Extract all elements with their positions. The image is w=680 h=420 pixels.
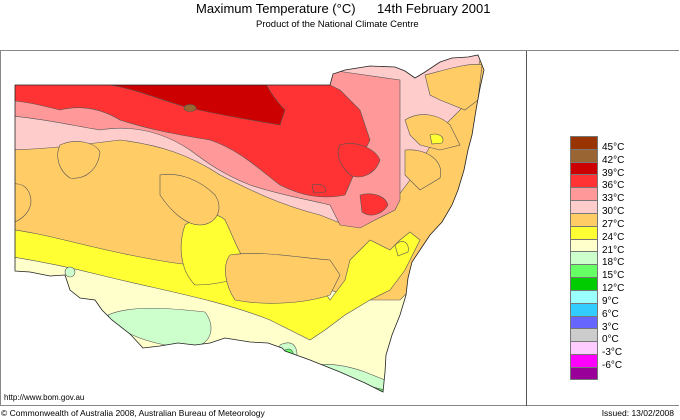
legend-divider — [526, 51, 527, 406]
legend-label: 6°C — [602, 308, 619, 320]
copyright-notice: © Commonwealth of Australia 2008, Austra… — [1, 408, 265, 418]
map-frame — [0, 50, 679, 406]
legend-color-scale — [570, 136, 598, 380]
legend-label: 39°C — [602, 167, 625, 179]
legend-swatch — [570, 289, 598, 303]
map-subtitle: Product of the National Climate Centre — [256, 19, 419, 30]
legend-swatch — [570, 212, 598, 226]
legend-swatch — [570, 315, 598, 329]
legend-swatch — [570, 277, 598, 290]
legend-swatch — [570, 161, 598, 175]
map-title: Maximum Temperature (°C) — [196, 1, 356, 16]
legend-label: 0°C — [602, 334, 619, 346]
legend-label: 42°C — [602, 154, 625, 166]
legend-swatch — [570, 174, 598, 188]
legend-swatch — [570, 238, 598, 252]
legend-label: 12°C — [602, 283, 625, 295]
source-url-link[interactable]: http://www.bom.gov.au — [4, 393, 85, 402]
map-date: 14th February 2001 — [377, 1, 491, 16]
legend-swatch — [570, 354, 598, 367]
legend-label: -3°C — [602, 347, 623, 359]
legend-swatch — [570, 148, 598, 162]
legend-swatch — [570, 341, 598, 355]
legend-label: 21°C — [602, 244, 625, 256]
legend-label: 45°C — [602, 142, 625, 153]
legend-swatch — [570, 187, 598, 201]
legend-label: 18°C — [602, 257, 625, 269]
legend-labels: 45°C 42°C 39°C 36°C 33°C 30°C 27°C 24°C … — [602, 142, 624, 373]
legend-label: 9°C — [602, 295, 619, 307]
legend-label: 36°C — [602, 180, 625, 192]
legend-swatch — [570, 302, 598, 316]
legend-label: 33°C — [602, 193, 625, 205]
legend-swatch — [570, 251, 598, 265]
legend-swatch — [570, 200, 598, 213]
temperature-map — [14, 54, 485, 393]
legend-swatch — [570, 136, 598, 149]
legend-label: 24°C — [602, 231, 625, 243]
legend-label: 15°C — [602, 270, 625, 282]
legend-swatch — [570, 264, 598, 278]
legend-swatch — [570, 366, 598, 380]
issued-date: Issued: 13/02/2008 — [601, 408, 674, 418]
legend-label: 27°C — [602, 218, 625, 230]
legend-label: 3°C — [602, 321, 619, 333]
legend-label: -6°C — [602, 360, 623, 372]
legend-label: 30°C — [602, 206, 625, 218]
legend-swatch — [570, 328, 598, 342]
legend-swatch — [570, 225, 598, 239]
